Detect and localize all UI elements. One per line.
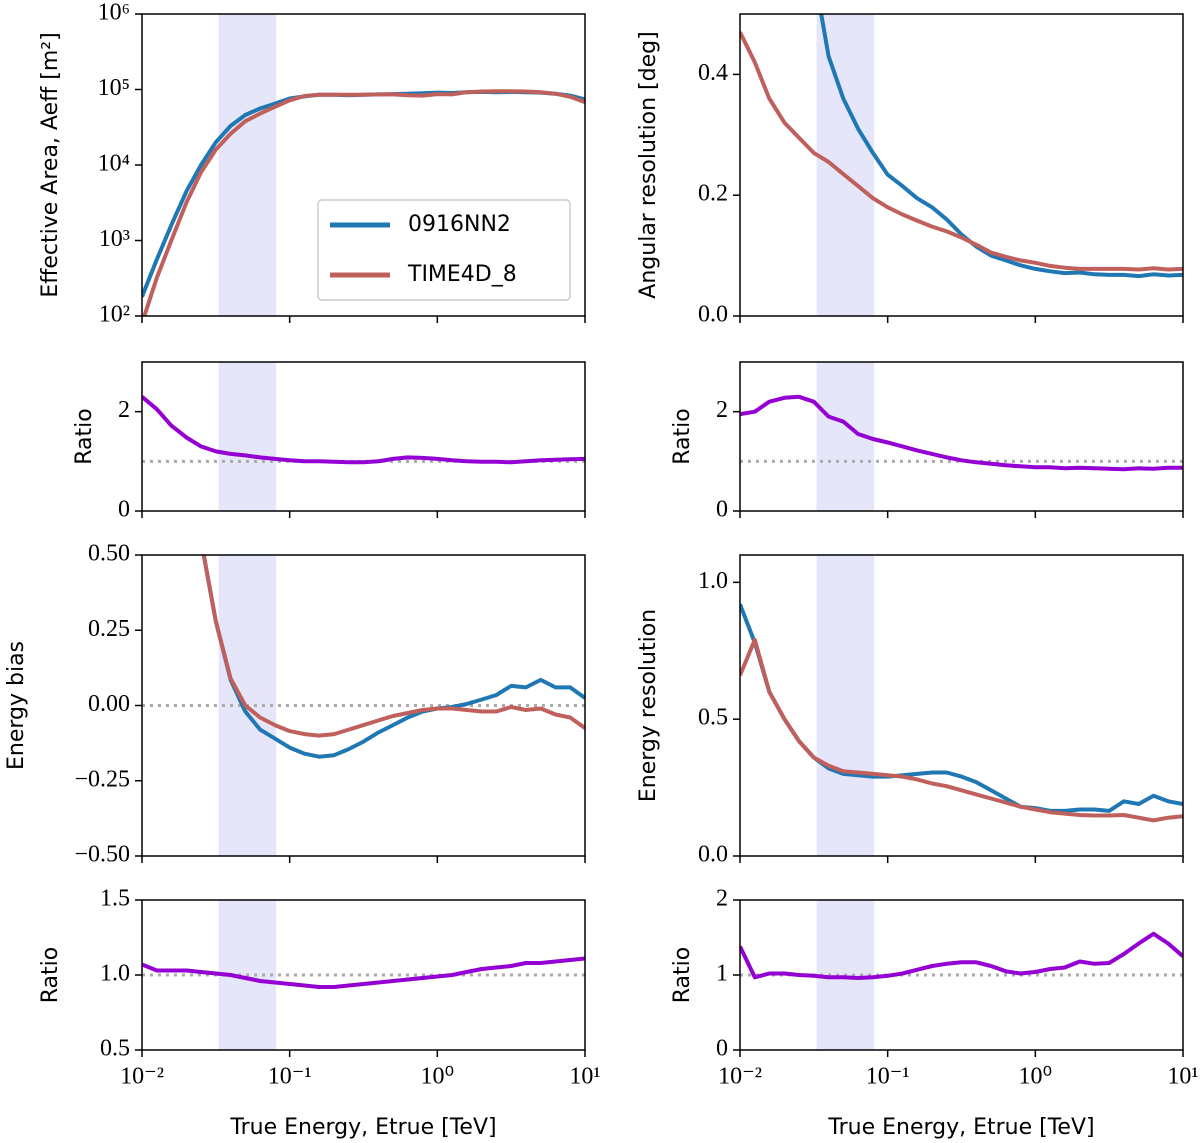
x-tick-label: 10¹ xyxy=(1167,1064,1198,1090)
x-axis-label: True Energy, Etrue [TeV] xyxy=(229,1115,496,1140)
x-tick-label: 10¹ xyxy=(569,1064,600,1090)
series-line xyxy=(740,31,1183,272)
x-axis-label: True Energy, Etrue [TeV] xyxy=(827,1115,1094,1140)
x-tick-label: 10⁻¹ xyxy=(866,1064,910,1090)
axes-frame xyxy=(141,361,586,512)
panel: 0.0 0.5 1.0 Energy resolution xyxy=(636,554,1184,868)
series-line xyxy=(740,603,1183,813)
panel: 10² 10³ 10⁴ 10⁵ 10⁶ Effective Area, Aeff [m²]… xyxy=(38,0,586,328)
x-tick-label: 10⁰ xyxy=(1019,1064,1053,1090)
y-tick-label: 0.50 xyxy=(88,541,130,567)
y-tick-label: 0 xyxy=(716,497,728,523)
y-tick-label: 2 xyxy=(716,397,728,423)
y-tick-label: 0.00 xyxy=(88,691,130,717)
y-tick-label: 2 xyxy=(716,886,728,912)
x-tick-label: 10⁻² xyxy=(120,1064,164,1090)
y-tick-label: 1.0 xyxy=(100,961,130,987)
y-tick-label: 10⁴ xyxy=(98,151,130,177)
y-tick-label: 0.0 xyxy=(698,842,728,868)
shaded-band xyxy=(816,14,875,316)
legend: 0916NN2 TIME4D_8 xyxy=(317,199,571,301)
series-line xyxy=(201,555,585,738)
x-tick-label: 10⁻¹ xyxy=(268,1064,312,1090)
y-tick-label: 10⁵ xyxy=(98,75,130,101)
y-tick-label: 0 xyxy=(716,1036,728,1062)
plot-area xyxy=(142,900,585,1050)
y-tick-label: 0 xyxy=(118,497,130,523)
plot-area xyxy=(142,362,585,511)
plot-area xyxy=(142,14,585,316)
series-line xyxy=(819,14,1183,279)
plot-area xyxy=(740,900,1183,1050)
series-line xyxy=(142,395,585,465)
y-tick-label: 1 xyxy=(716,961,728,987)
y-tick-label: 0.5 xyxy=(698,705,728,731)
panel: 0 1 2 10⁻² 10⁻¹ 10⁰ 10¹ Ratio True Energy, Etrue… xyxy=(670,886,1199,1141)
panel: 0.0 0.2 0.4 Angular resolution [deg] xyxy=(636,13,1184,328)
y-axis-label: Angular resolution [deg] xyxy=(636,31,661,298)
series-line xyxy=(740,931,1183,980)
plot-area xyxy=(142,555,585,856)
y-tick-label: 0.5 xyxy=(100,1036,130,1062)
shaded-band xyxy=(218,362,277,511)
y-tick-label: 1.0 xyxy=(698,568,728,594)
y-tick-label: 0.0 xyxy=(698,302,728,328)
panel: 0 2 Ratio xyxy=(670,361,1184,523)
y-axis-label: Ratio xyxy=(670,408,695,464)
y-axis-label: Effective Area, Aeff [m²] xyxy=(38,32,63,297)
y-tick-label: −0.25 xyxy=(74,766,130,792)
series-line xyxy=(740,637,1183,823)
plot-area xyxy=(740,14,1183,316)
axes-frame xyxy=(739,361,1184,512)
series-line xyxy=(142,956,585,989)
legend-label: 0916NN2 xyxy=(408,212,511,237)
y-tick-label: 0.4 xyxy=(698,60,728,86)
axes-frame xyxy=(739,554,1184,857)
panel: 0 2 Ratio xyxy=(72,361,586,523)
y-axis-label: Energy bias xyxy=(4,641,29,770)
x-tick-label: 10⁰ xyxy=(421,1064,455,1090)
panel: −0.50 −0.25 0.00 0.25 0.50 Energy bias xyxy=(4,541,586,868)
y-tick-label: 0.25 xyxy=(88,616,130,642)
y-axis-label: Energy resolution xyxy=(636,609,661,802)
y-tick-label: 2 xyxy=(118,397,130,423)
plot-area xyxy=(740,362,1183,511)
y-axis-label: Ratio xyxy=(72,408,97,464)
y-axis-label: Ratio xyxy=(38,947,63,1003)
plot-area xyxy=(740,555,1183,856)
series-line xyxy=(142,89,585,316)
y-tick-label: 10² xyxy=(99,302,130,328)
y-tick-label: 10³ xyxy=(99,226,130,252)
legend-label: TIME4D_8 xyxy=(407,262,517,287)
y-tick-label: 0.2 xyxy=(698,181,728,207)
y-tick-label: −0.50 xyxy=(74,842,130,868)
x-tick-label: 10⁻² xyxy=(718,1064,762,1090)
y-tick-label: 10⁶ xyxy=(98,0,130,26)
shaded-band xyxy=(218,14,277,316)
y-tick-label: 1.5 xyxy=(100,886,130,912)
axes-frame xyxy=(739,13,1184,317)
series-line xyxy=(740,394,1183,472)
y-axis-label: Ratio xyxy=(670,947,695,1003)
panel: 0.5 1.0 1.5 10⁻² 10⁻¹ 10⁰ 10¹ Ratio True Energy,… xyxy=(38,886,601,1141)
shaded-band xyxy=(816,555,875,856)
